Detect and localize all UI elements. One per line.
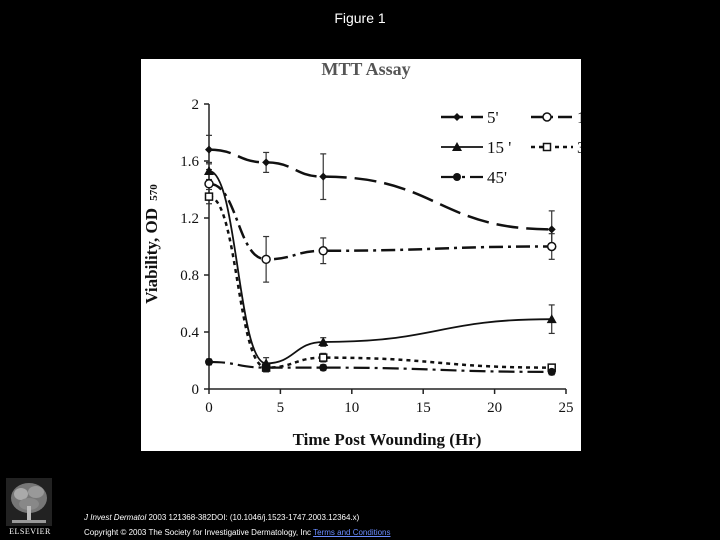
legend-label-4: 45' xyxy=(487,168,507,187)
x-tick-label: 5 xyxy=(277,400,285,416)
legend-marker-0 xyxy=(453,113,461,121)
data-point xyxy=(204,179,214,189)
y-axis-label-sub: 570 xyxy=(148,184,160,201)
data-point xyxy=(319,363,328,372)
data-point xyxy=(318,336,329,346)
y-tick-label: 1.2 xyxy=(180,211,199,227)
copyright-line: Copyright © 2003 The Society for Investi… xyxy=(84,528,391,537)
legend-label-3: 30' xyxy=(577,138,581,157)
x-axis-label: Time Post Wounding (Hr) xyxy=(293,430,482,449)
x-tick-label: 10 xyxy=(344,400,359,416)
legend-label-0: 5' xyxy=(487,108,499,127)
chart-legend: 5' 10' 15 ' 30' 45' xyxy=(441,108,581,187)
journal-name: J Invest Dermatol xyxy=(84,513,147,522)
y-tick-label: 0.8 xyxy=(180,268,199,284)
data-point xyxy=(547,225,556,234)
legend-marker-2 xyxy=(452,142,462,151)
x-tick-label: 25 xyxy=(559,400,574,416)
y-axis-label: Viability, OD 570 xyxy=(142,184,161,304)
elsevier-tree-logo xyxy=(6,478,52,526)
legend-marker-1 xyxy=(542,112,552,122)
data-point xyxy=(546,241,557,252)
series-line-4 xyxy=(208,360,552,373)
series-line-2 xyxy=(208,170,552,365)
y-tick-label: 0.4 xyxy=(180,325,199,341)
mtt-assay-chart: MTT Assay 0 5 10 15 20 25 0 0.4 0.8 1.2 1.6 2 5' 10… xyxy=(142,59,581,449)
data-point xyxy=(546,314,557,324)
series-line-1 xyxy=(208,182,552,261)
x-tick-label: 0 xyxy=(205,400,213,416)
terms-link[interactable]: Terms and Conditions xyxy=(313,528,391,537)
series-lines xyxy=(208,148,552,373)
data-point xyxy=(262,158,271,167)
data-point xyxy=(205,145,213,154)
data-point xyxy=(261,254,271,265)
citation-line: J Invest Dermatol 2003 121368-382DOI: (1… xyxy=(84,513,359,522)
legend-marker-3 xyxy=(542,142,552,152)
legend-label-2: 15 ' xyxy=(487,138,511,157)
figure-panel: MTT Assay 0 5 10 15 20 25 0 0.4 0.8 1.2 1.6 2 5' 10… xyxy=(141,59,581,451)
y-tick-label: 1.6 xyxy=(180,154,199,170)
data-point xyxy=(262,363,271,372)
y-tick-label: 0 xyxy=(192,382,200,398)
series-line-0 xyxy=(208,148,552,231)
y-tick-label: 2 xyxy=(192,97,200,113)
legend-marker-4 xyxy=(453,173,461,181)
data-point xyxy=(318,246,328,256)
y-axis-label-main: Viability, OD xyxy=(142,208,161,304)
y-tick-labels: 0 0.4 0.8 1.2 1.6 2 xyxy=(180,97,209,398)
data-point xyxy=(319,172,328,181)
slide-title: Figure 1 xyxy=(334,10,386,26)
x-tick-labels: 0 5 10 15 20 25 xyxy=(205,389,574,416)
data-point xyxy=(547,367,556,376)
data-point xyxy=(318,353,328,362)
legend-label-1: 10' xyxy=(577,108,581,127)
x-tick-label: 15 xyxy=(416,400,431,416)
copyright-text: Copyright © 2003 The Society for Investi… xyxy=(84,528,314,537)
citation-details: 2003 121368-382DOI: (10.1046/j.1523-1747… xyxy=(146,513,360,522)
series-markers xyxy=(204,145,557,376)
chart-axes xyxy=(208,104,566,390)
x-tick-label: 20 xyxy=(487,400,502,416)
chart-title: MTT Assay xyxy=(321,59,410,79)
publisher-name: ELSEVIER xyxy=(9,527,51,536)
data-point xyxy=(204,165,214,175)
data-point xyxy=(205,357,213,366)
data-point xyxy=(204,192,214,201)
series-line-3 xyxy=(208,195,552,369)
